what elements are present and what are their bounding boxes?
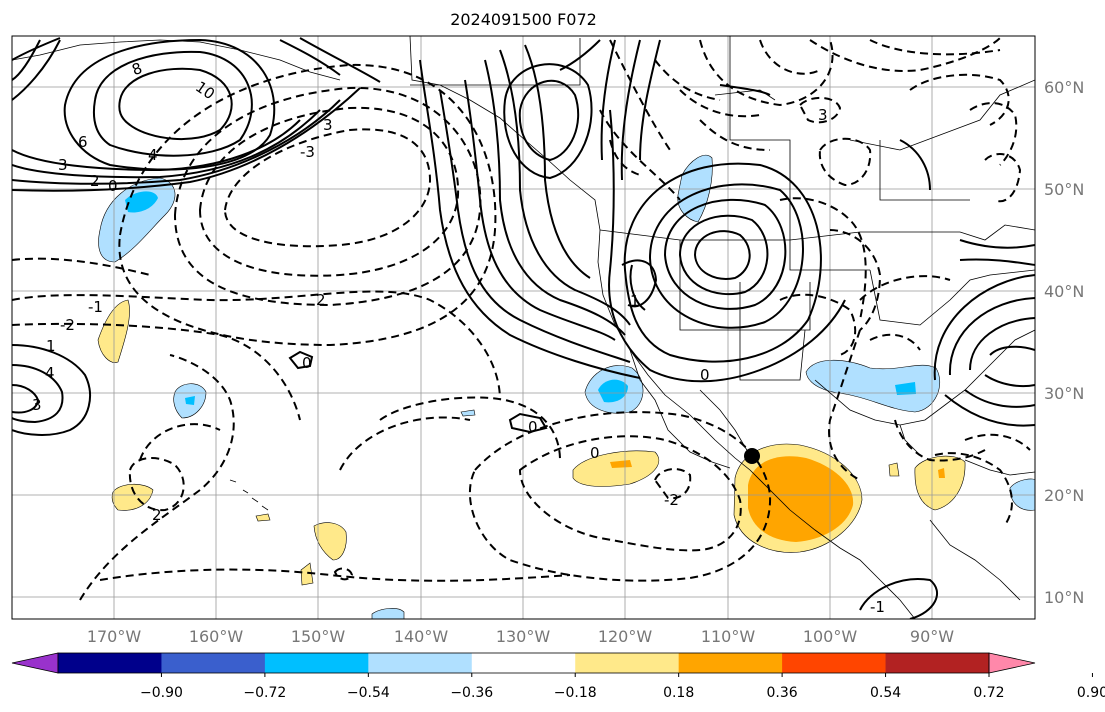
contour-label: -1 xyxy=(870,598,885,616)
lat-label: 20°N xyxy=(1044,486,1084,505)
colorbar-swatch xyxy=(161,653,266,673)
colorbar-tick-label: −0.54 xyxy=(347,685,390,701)
contour-label: 6 xyxy=(78,133,88,151)
colorbar-tick-label: −0.18 xyxy=(554,685,597,701)
location-marker xyxy=(744,448,760,464)
contour-label: 2 xyxy=(90,172,100,190)
lon-label: 140°W xyxy=(394,627,449,646)
contour-label: 0 xyxy=(590,444,600,462)
colorbar-tick-label: 0.36 xyxy=(767,685,798,701)
lon-label: 120°W xyxy=(598,627,653,646)
lat-label: 30°N xyxy=(1044,384,1084,403)
colorbar-tick-label: 0.72 xyxy=(973,685,1004,701)
map-title: 2024091500 F072 xyxy=(450,10,597,29)
contour-label: 0 xyxy=(302,354,312,372)
colorbar-extend-high xyxy=(988,652,1036,674)
contour-label: -2 xyxy=(664,491,679,509)
lon-label: 100°W xyxy=(803,627,858,646)
solid-contours xyxy=(12,37,1035,619)
positive-anomaly-patch xyxy=(313,522,347,561)
contour-label: 4 xyxy=(148,146,158,164)
negative-anomaly-core xyxy=(125,191,158,213)
colorbar-swatch xyxy=(678,653,783,673)
contour-label: 3 xyxy=(323,116,333,134)
contour-label: 3 xyxy=(818,106,828,124)
colorbar-tick-label: −0.72 xyxy=(243,685,286,701)
map-border xyxy=(11,35,1036,620)
positive-anomaly-patch xyxy=(914,455,966,511)
lat-label: 50°N xyxy=(1044,180,1084,199)
lat-label: 60°N xyxy=(1044,78,1084,97)
colorbar-swatch xyxy=(58,653,162,673)
strong-positive-anomaly-core xyxy=(748,456,854,542)
colorbar-swatch xyxy=(264,653,369,673)
colorbar-tick-label: 0.18 xyxy=(663,685,694,701)
lon-labels: 170°W 160°W 150°W 140°W 130°W 120°W 110°… xyxy=(87,627,954,646)
lon-label: 170°W xyxy=(87,627,142,646)
contour-label: -3 xyxy=(300,143,315,161)
negative-anomaly-patch xyxy=(371,608,405,619)
colorbar-tick-label: −0.90 xyxy=(140,685,183,701)
contour-label: -1 xyxy=(88,298,103,316)
positive-anomaly-patch xyxy=(888,462,900,477)
dashed-contours xyxy=(12,37,1031,601)
lon-label: 150°W xyxy=(291,627,346,646)
colorbar-swatch xyxy=(368,653,473,673)
contour-label: 3 xyxy=(58,156,68,174)
map-area xyxy=(12,36,1035,619)
lat-label: 10°N xyxy=(1044,588,1084,607)
negative-anomaly-patch xyxy=(460,409,476,417)
colorbar-swatch xyxy=(471,653,576,673)
lon-label: 110°W xyxy=(701,627,756,646)
lat-labels: 60°N 50°N 40°N 30°N 20°N 10°N xyxy=(1044,78,1084,607)
contour-label: -2 xyxy=(60,316,75,334)
contour-label: 1 xyxy=(630,292,640,310)
positive-anomaly-patch xyxy=(255,513,271,522)
colorbar-swatch xyxy=(782,653,887,673)
contour-label: 0 xyxy=(108,177,118,195)
positive-anomaly-patch xyxy=(300,562,314,586)
colorbar-swatch xyxy=(575,653,680,673)
colorbar-tick-label: 0.54 xyxy=(870,685,901,701)
contour-label: 2 xyxy=(316,291,326,309)
lon-label: 90°W xyxy=(910,627,954,646)
contour-label: 3 xyxy=(32,396,42,414)
colorbar-tick-label: −0.36 xyxy=(450,685,493,701)
colorbar: −0.90 −0.72 −0.54 −0.36 −0.18 0.18 0.36 0.54 0.7… xyxy=(11,652,1105,701)
colorbar-extend-low xyxy=(11,652,59,674)
contour-label: 2 xyxy=(152,506,162,524)
coastlines xyxy=(12,36,1035,619)
contour-label: 4 xyxy=(45,364,55,382)
colorbar-tick-label: 0.90 xyxy=(1077,685,1105,701)
colorbar-swatch xyxy=(885,653,990,673)
lat-label: 40°N xyxy=(1044,282,1084,301)
contour-label: 0 xyxy=(700,366,710,384)
contour-label: 1 xyxy=(46,337,56,355)
positive-anomaly-patch xyxy=(572,450,660,487)
lon-label: 130°W xyxy=(496,627,551,646)
contour-label: 0 xyxy=(528,418,538,436)
lon-label: 160°W xyxy=(189,627,244,646)
